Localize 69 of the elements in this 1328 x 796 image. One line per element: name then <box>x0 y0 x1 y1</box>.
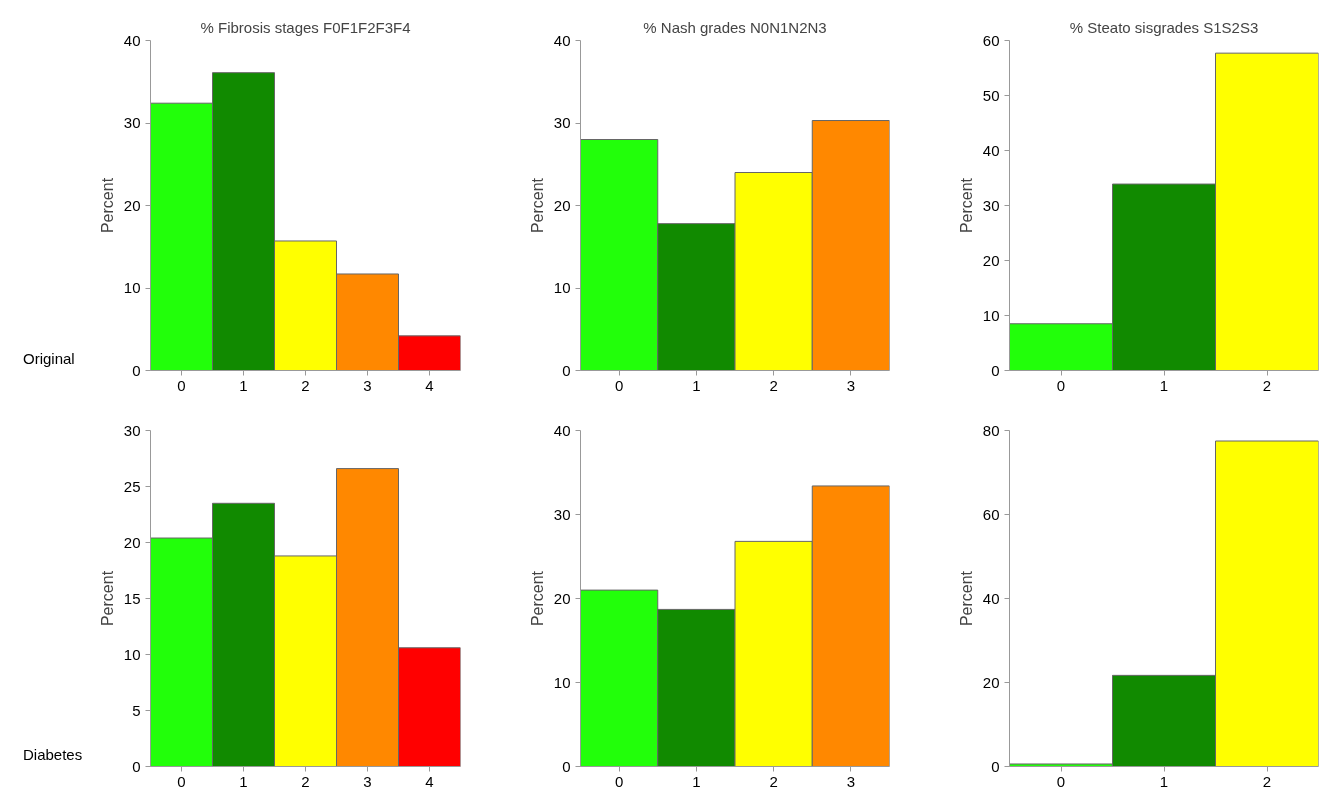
x-tick-label: 0 <box>1056 772 1066 790</box>
x-tick-label: 2 <box>769 376 778 394</box>
x-tick-label: 2 <box>301 376 310 394</box>
y-tick-label: 0 <box>562 361 571 379</box>
x-tick-label: 0 <box>177 772 186 790</box>
x-tick-label: 4 <box>425 772 434 790</box>
x-tick-label: 0 <box>614 376 624 394</box>
y-tick-label: 10 <box>123 279 141 296</box>
y-tick-label: 40 <box>553 421 571 439</box>
chart-title: % Fibrosis stages F0F1F2F3F4 <box>200 18 411 36</box>
y-tick-label: 0 <box>991 757 1000 775</box>
x-tick-label: 1 <box>1159 376 1169 394</box>
y-tick-label: 10 <box>982 306 1000 324</box>
y-axis-title: Percent <box>528 570 546 627</box>
chart-title: % Nash grades N0N1N2N3 <box>643 18 827 36</box>
x-tick-label: 2 <box>769 772 778 790</box>
y-axis-title: Percent <box>957 177 975 234</box>
y-axis-title: Percent <box>98 570 116 627</box>
x-tick-label: 3 <box>363 772 372 790</box>
x-tick-label: 1 <box>239 772 248 790</box>
y-tick-label: 20 <box>982 251 1000 269</box>
y-tick-label: 30 <box>553 114 571 131</box>
y-tick-label: 20 <box>123 196 141 214</box>
y-tick-label: 40 <box>123 31 141 49</box>
y-tick-label: 0 <box>132 757 141 775</box>
y-tick-label: 10 <box>123 645 141 663</box>
y-tick-label: 40 <box>982 141 1000 159</box>
y-tick-label: 10 <box>553 673 571 691</box>
y-tick-label: 20 <box>982 673 1000 691</box>
y-tick-label: 10 <box>553 279 571 296</box>
x-tick-label: 2 <box>1262 376 1272 394</box>
y-tick-label: 0 <box>562 757 571 775</box>
chart-title: % Steato sisgrades S1S2S3 <box>1069 18 1259 36</box>
y-tick-label: 20 <box>553 196 571 214</box>
y-tick-label: 5 <box>132 701 141 719</box>
x-tick-label: 3 <box>363 376 372 394</box>
x-tick-label: 2 <box>301 772 310 790</box>
y-tick-label: 20 <box>123 533 141 551</box>
y-tick-label: 30 <box>553 505 571 523</box>
y-tick-label: 80 <box>982 421 1000 439</box>
y-tick-label: 25 <box>123 477 141 495</box>
y-tick-label: 30 <box>123 421 141 439</box>
text: Original <box>23 349 75 367</box>
y-axis-title: Percent <box>98 177 116 234</box>
x-tick-label: 4 <box>425 376 434 394</box>
x-tick-label: 3 <box>846 772 856 790</box>
y-tick-label: 60 <box>982 31 1000 49</box>
y-axis-title: Percent <box>957 570 975 627</box>
y-tick-label: 40 <box>553 31 571 49</box>
y-tick-label: 30 <box>982 196 1000 214</box>
y-tick-label: 60 <box>982 505 1000 523</box>
y-tick-label: 0 <box>991 361 1000 379</box>
y-tick-label: 30 <box>123 114 141 131</box>
y-tick-label: 20 <box>553 589 571 607</box>
x-tick-label: 1 <box>239 376 248 394</box>
y-tick-label: 15 <box>123 589 141 607</box>
x-tick-label: 1 <box>1159 772 1169 790</box>
text: Diabetes <box>23 745 83 763</box>
y-tick-label: 50 <box>982 86 1000 104</box>
y-tick-label: 40 <box>982 589 1000 607</box>
x-tick-label: 3 <box>846 376 856 394</box>
x-tick-label: 1 <box>692 772 701 790</box>
x-tick-label: 0 <box>614 772 624 790</box>
y-axis-title: Percent <box>528 177 546 234</box>
x-tick-label: 0 <box>1056 376 1066 394</box>
x-tick-label: 0 <box>177 376 186 394</box>
x-tick-label: 2 <box>1262 772 1272 790</box>
x-tick-label: 1 <box>692 376 701 394</box>
y-tick-label: 0 <box>132 361 141 379</box>
